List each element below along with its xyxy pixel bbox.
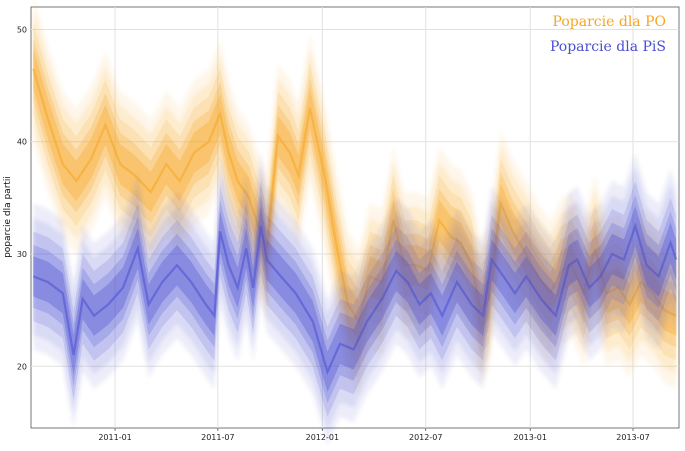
x-tick-label: 2011-01 [98,433,131,442]
axis-layer: 20 30 40 50 2011-01 2011-07 2012-01 2012-07 2013… [17,25,650,442]
x-tick-label: 2013-07 [616,433,649,442]
y-axis-label: poparcie dla partii [3,176,13,258]
confidence-band [33,194,677,404]
confidence-band [33,167,677,431]
x-tick-label: 2012-07 [409,433,442,442]
x-tick-label: 2011-07 [201,433,234,442]
x-tick-label: 2012-01 [306,433,339,442]
confidence-band [33,205,677,393]
legend: Poparcie dla PO Poparcie dla PiS [550,14,666,55]
y-tick-label: 20 [17,362,27,371]
x-tick-label: 2013-01 [513,433,546,442]
series-pis [32,152,678,445]
y-tick-label: 30 [17,250,27,259]
series-line [32,222,678,376]
y-tick-label: 50 [17,25,27,34]
legend-entry-po: Poparcie dla PO [553,14,666,30]
confidence-band [33,181,677,417]
legend-entry-pis: Poparcie dla PiS [550,39,666,55]
y-tick-label: 40 [17,138,27,147]
series-layer [32,0,678,445]
